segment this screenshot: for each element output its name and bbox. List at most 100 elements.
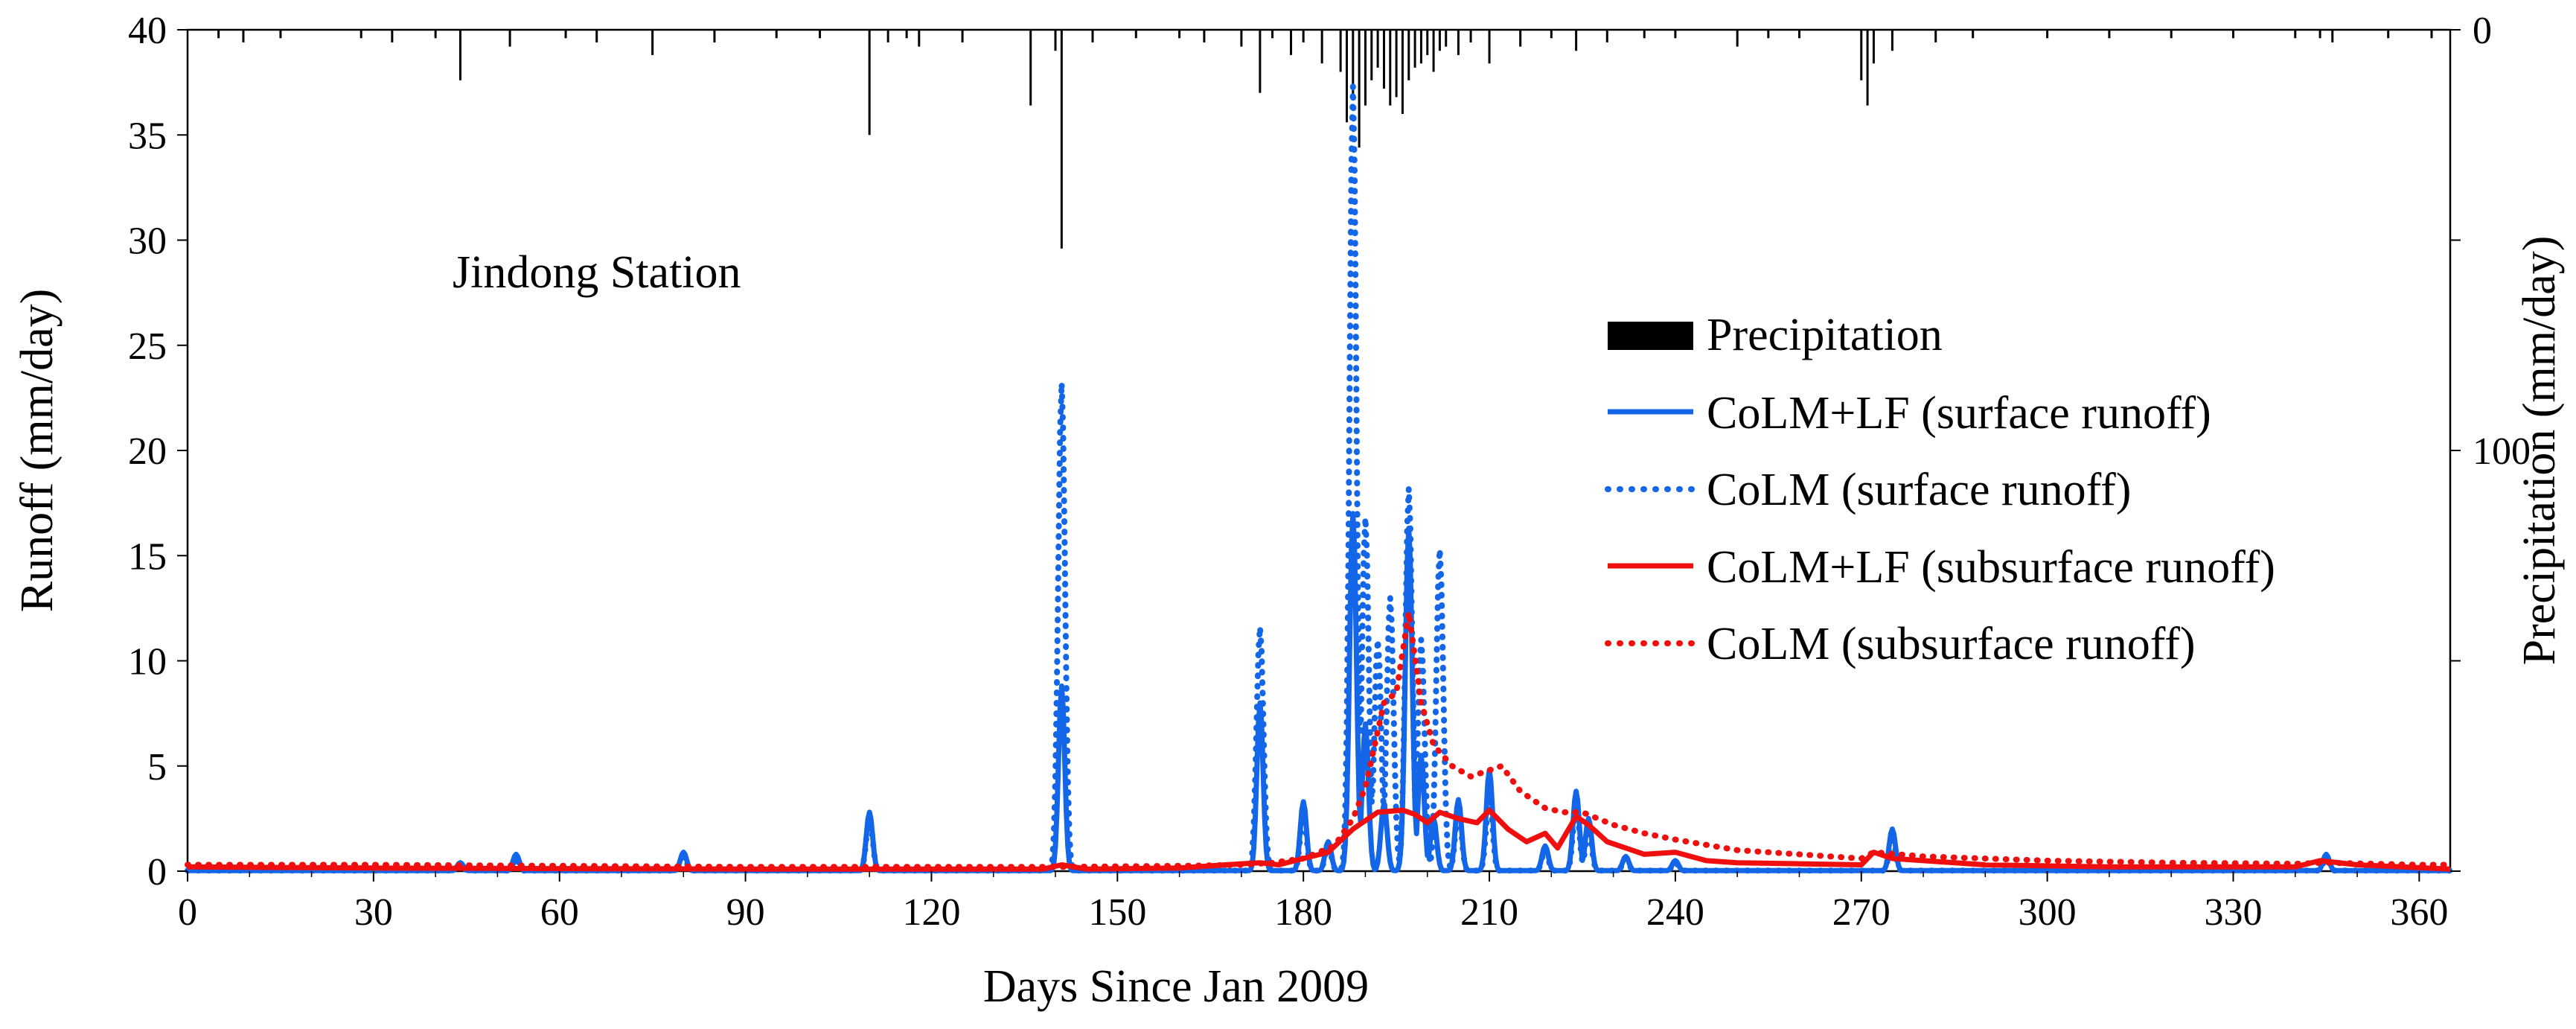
precipitation-bar bbox=[1736, 30, 1739, 47]
precipitation-bar bbox=[279, 30, 282, 39]
x-tick-label: 210 bbox=[1460, 891, 1518, 934]
precipitation-bar bbox=[1550, 30, 1553, 39]
y-tick-label: 35 bbox=[128, 115, 167, 157]
y-axis-label: Runoff (mm/day) bbox=[12, 289, 63, 613]
y2-axis-label: Precipitation (mm/day) bbox=[2514, 236, 2565, 666]
precipitation-bar bbox=[1060, 30, 1063, 249]
precipitation-bar bbox=[2294, 30, 2297, 39]
precipitation-bar bbox=[1345, 30, 1348, 123]
y-tick-label: 10 bbox=[128, 641, 167, 684]
y-tick-label: 0 bbox=[147, 851, 167, 893]
axes: 0 30 60 90 120 150 180 210 240 270 300 330 360051015… bbox=[128, 10, 2531, 934]
precipitation-bar bbox=[775, 30, 778, 39]
x-tick-label: 180 bbox=[1274, 891, 1332, 934]
precipitation-bar bbox=[1203, 30, 1206, 42]
y-tick-label: 30 bbox=[128, 220, 167, 263]
x-tick-label: 120 bbox=[902, 891, 960, 934]
precipitation-bar bbox=[2430, 30, 2433, 39]
precipitation-bar bbox=[2231, 30, 2234, 39]
precipitation-bar bbox=[1271, 30, 1274, 39]
precipitation-bar bbox=[391, 30, 394, 42]
y2-tick-label: 0 bbox=[2473, 10, 2492, 52]
precipitation-bar bbox=[868, 30, 871, 136]
legend-swatch-precipitation bbox=[1608, 322, 1693, 350]
precipitation-bar bbox=[359, 30, 362, 39]
precipitation-bar bbox=[2108, 30, 2111, 39]
precipitation-bar bbox=[242, 30, 245, 42]
precipitation-bar bbox=[1419, 30, 1422, 64]
x-tick-label: 360 bbox=[2390, 891, 2448, 934]
precipitation-bar bbox=[1134, 30, 1137, 39]
precipitation-bar bbox=[1413, 30, 1416, 68]
precipitation-bar bbox=[1259, 30, 1262, 93]
precipitation-bar bbox=[434, 30, 437, 39]
precipitation-bar bbox=[1674, 30, 1677, 39]
precipitation-bar bbox=[1445, 30, 1448, 47]
series-line-3 bbox=[185, 609, 2453, 870]
precipitation-bar bbox=[595, 30, 598, 42]
precipitation-bar bbox=[1401, 30, 1404, 114]
precipitation-bar bbox=[1767, 30, 1770, 39]
precipitation-bar bbox=[1469, 30, 1472, 42]
precipitation-bar bbox=[1320, 30, 1323, 64]
precipitation-bar bbox=[961, 30, 964, 42]
precipitation-bar bbox=[1302, 30, 1305, 42]
precipitation-bar bbox=[1643, 30, 1646, 39]
precipitation-bar bbox=[1891, 30, 1893, 51]
x-tick-label: 330 bbox=[2204, 891, 2262, 934]
y-tick-label: 25 bbox=[128, 325, 167, 368]
x-tick-label: 300 bbox=[2019, 891, 2077, 934]
precipitation-bar bbox=[1290, 30, 1293, 55]
precipitation-bar bbox=[1457, 30, 1460, 55]
precipitation-bar bbox=[1054, 30, 1057, 51]
x-tick-label: 30 bbox=[354, 891, 393, 934]
precipitation-bar bbox=[1972, 30, 1975, 39]
precipitation-bars bbox=[217, 30, 2433, 249]
precipitation-bar bbox=[217, 30, 220, 39]
x-tick-label: 270 bbox=[1832, 891, 1891, 934]
precipitation-bar bbox=[1872, 30, 1875, 64]
x-axis-label: Days Since Jan 2009 bbox=[983, 961, 1369, 1012]
precipitation-bar bbox=[564, 30, 567, 39]
precipitation-bar bbox=[1395, 30, 1398, 98]
x-tick-label: 90 bbox=[726, 891, 765, 934]
precipitation-bar bbox=[1339, 30, 1342, 72]
precipitation-bar bbox=[2046, 30, 2049, 39]
precipitation-bar bbox=[458, 30, 461, 80]
precipitation-bar bbox=[651, 30, 654, 55]
precipitation-bar bbox=[1519, 30, 1522, 47]
precipitation-bar bbox=[1382, 30, 1385, 89]
precipitation-bar bbox=[1364, 30, 1367, 106]
precipitation-bar bbox=[1934, 30, 1937, 42]
x-tick-label: 150 bbox=[1088, 891, 1146, 934]
precipitation-bar bbox=[1370, 30, 1373, 80]
precipitation-bar bbox=[1091, 30, 1094, 42]
precipitation-bar bbox=[886, 30, 889, 42]
x-tick-label: 0 bbox=[178, 891, 197, 934]
legend-label-precipitation: Precipitation bbox=[1707, 310, 1943, 360]
series-layer bbox=[185, 83, 2453, 874]
precipitation-bar bbox=[918, 30, 921, 47]
y2-tick-label: 100 bbox=[2473, 430, 2531, 473]
precipitation-bar bbox=[508, 30, 511, 47]
legend: Precipitation CoLM+LF (surface runoff) C… bbox=[1605, 310, 2275, 669]
x-tick-label: 240 bbox=[1646, 891, 1704, 934]
precipitation-bar bbox=[1352, 30, 1355, 98]
y-tick-label: 20 bbox=[128, 430, 167, 473]
precipitation-bar bbox=[2387, 30, 2390, 39]
precipitation-bar bbox=[1575, 30, 1578, 51]
station-annotation: Jindong Station bbox=[453, 247, 741, 298]
precipitation-bar bbox=[1488, 30, 1491, 64]
precipitation-bar bbox=[1438, 30, 1441, 51]
y-tick-label: 15 bbox=[128, 535, 167, 578]
precipitation-bar bbox=[1389, 30, 1392, 106]
precipitation-bar bbox=[819, 30, 822, 39]
precipitation-bar bbox=[2331, 30, 2334, 42]
plot-frame bbox=[186, 28, 2452, 873]
precipitation-bar bbox=[1866, 30, 1869, 106]
legend-label-colm-surface: CoLM (surface runoff) bbox=[1707, 465, 2131, 515]
legend-label-colm-lf-surface: CoLM+LF (surface runoff) bbox=[1707, 388, 2211, 439]
legend-label-colm-lf-subsurface: CoLM+LF (subsurface runoff) bbox=[1707, 542, 2275, 593]
y-tick-label: 5 bbox=[147, 746, 167, 789]
